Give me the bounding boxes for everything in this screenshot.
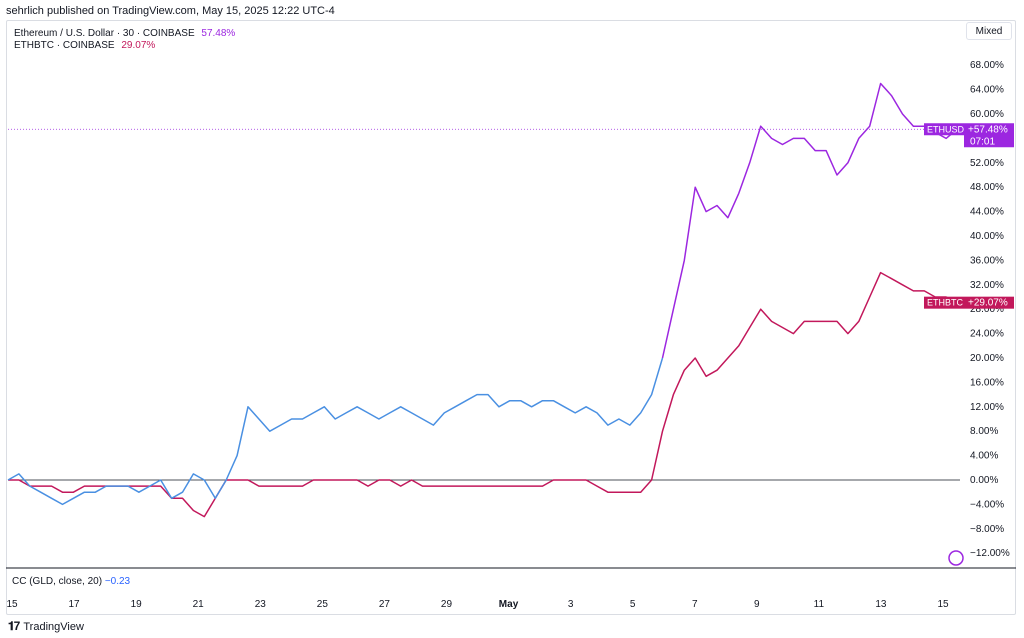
ethusd-badge-label: ETHUSD bbox=[927, 124, 965, 134]
y-tick-label: 8.00% bbox=[970, 426, 998, 437]
x-tick-label: 11 bbox=[814, 599, 825, 610]
legend-ethbtc-name: ETHBTC · COINBASE bbox=[14, 40, 115, 51]
y-tick-label: −12.00% bbox=[970, 548, 1010, 559]
x-tick-label: 15 bbox=[937, 599, 949, 610]
y-tick-label: 0.00% bbox=[970, 475, 998, 486]
y-tick-label: 44.00% bbox=[970, 207, 1004, 218]
x-tick-label: 15 bbox=[6, 599, 18, 610]
footer-brand-text: TradingView bbox=[23, 620, 84, 633]
x-tick-label: May bbox=[499, 599, 519, 610]
x-tick-label: 25 bbox=[317, 599, 329, 610]
chart-frame bbox=[6, 20, 1016, 615]
x-tick-label: 7 bbox=[692, 599, 698, 610]
ethbtc-badge-label: ETHBTC bbox=[927, 298, 964, 308]
y-tick-label: 36.00% bbox=[970, 255, 1004, 266]
y-tick-label: 24.00% bbox=[970, 329, 1004, 340]
ethbtc-series-line bbox=[8, 271, 958, 518]
publish-header: sehrlich published on TradingView.com, M… bbox=[6, 5, 335, 17]
y-tick-label: 32.00% bbox=[970, 280, 1004, 291]
scale-mode-button[interactable]: Mixed bbox=[966, 22, 1012, 40]
y-tick-label: 20.00% bbox=[970, 353, 1004, 364]
y-tick-label: 52.00% bbox=[970, 158, 1004, 169]
indicator-label: CC (GLD, close, 20) bbox=[12, 576, 103, 587]
x-tick-label: 5 bbox=[630, 599, 636, 610]
y-tick-label: −8.00% bbox=[970, 524, 1004, 535]
tradingview-logo-icon: 𝟏7 bbox=[8, 619, 20, 633]
legend-ethusd[interactable]: Ethereum / U.S. Dollar · 30 · COINBASE 5… bbox=[14, 28, 235, 39]
ethusd-series-line bbox=[661, 82, 958, 359]
x-tick-label: 13 bbox=[875, 599, 887, 610]
ethbtc-badge-label-bg bbox=[924, 296, 964, 309]
y-tick-label: 4.00% bbox=[970, 451, 998, 462]
y-tick-label: 68.00% bbox=[970, 60, 1004, 71]
y-tick-label: 64.00% bbox=[970, 85, 1004, 96]
x-tick-label: 19 bbox=[131, 599, 143, 610]
ethusd-badge-value: +57.48% bbox=[968, 124, 1008, 135]
legend-ethusd-name: Ethereum / U.S. Dollar · 30 · COINBASE bbox=[14, 28, 195, 39]
indicator-cc[interactable]: CC (GLD, close, 20) −0.23 bbox=[12, 576, 130, 587]
footer-brand[interactable]: 𝟏7 TradingView bbox=[8, 619, 84, 634]
legend-ethusd-value: 57.48% bbox=[201, 28, 236, 39]
y-tick-label: 40.00% bbox=[970, 231, 1004, 242]
x-tick-label: 17 bbox=[69, 599, 81, 610]
x-tick-label: 23 bbox=[255, 599, 267, 610]
y-tick-label: 28.00% bbox=[970, 304, 1004, 315]
ethbtc-badge-value-bg bbox=[964, 296, 1014, 309]
legend-ethbtc-value: 29.07% bbox=[121, 40, 156, 51]
ethbtc-badge-value: +29.07% bbox=[968, 298, 1008, 309]
y-tick-label: 12.00% bbox=[970, 402, 1004, 413]
x-tick-label: 29 bbox=[441, 599, 453, 610]
y-tick-label: 16.00% bbox=[970, 377, 1004, 388]
ethusd-badge-time: 07:01 bbox=[970, 136, 995, 147]
y-tick-label: 48.00% bbox=[970, 182, 1004, 193]
legend-ethbtc[interactable]: ETHBTC · COINBASE 29.07% bbox=[14, 40, 155, 51]
x-tick-label: 3 bbox=[568, 599, 574, 610]
y-tick-label: 60.00% bbox=[970, 109, 1004, 120]
x-tick-label: 27 bbox=[379, 599, 391, 610]
replay-icon bbox=[948, 550, 964, 566]
ethusd-series-line-early bbox=[7, 357, 664, 506]
x-tick-label: 21 bbox=[193, 599, 205, 610]
ethusd-badge-value-bg bbox=[964, 123, 1014, 148]
plot-area: 68.00%64.00%60.00%56.00%52.00%48.00%44.0… bbox=[6, 60, 1016, 610]
indicator-value: −0.23 bbox=[104, 576, 131, 587]
ethusd-badge-label-bg bbox=[924, 123, 964, 136]
y-tick-label: −4.00% bbox=[970, 499, 1004, 510]
x-tick-label: 9 bbox=[754, 599, 760, 610]
